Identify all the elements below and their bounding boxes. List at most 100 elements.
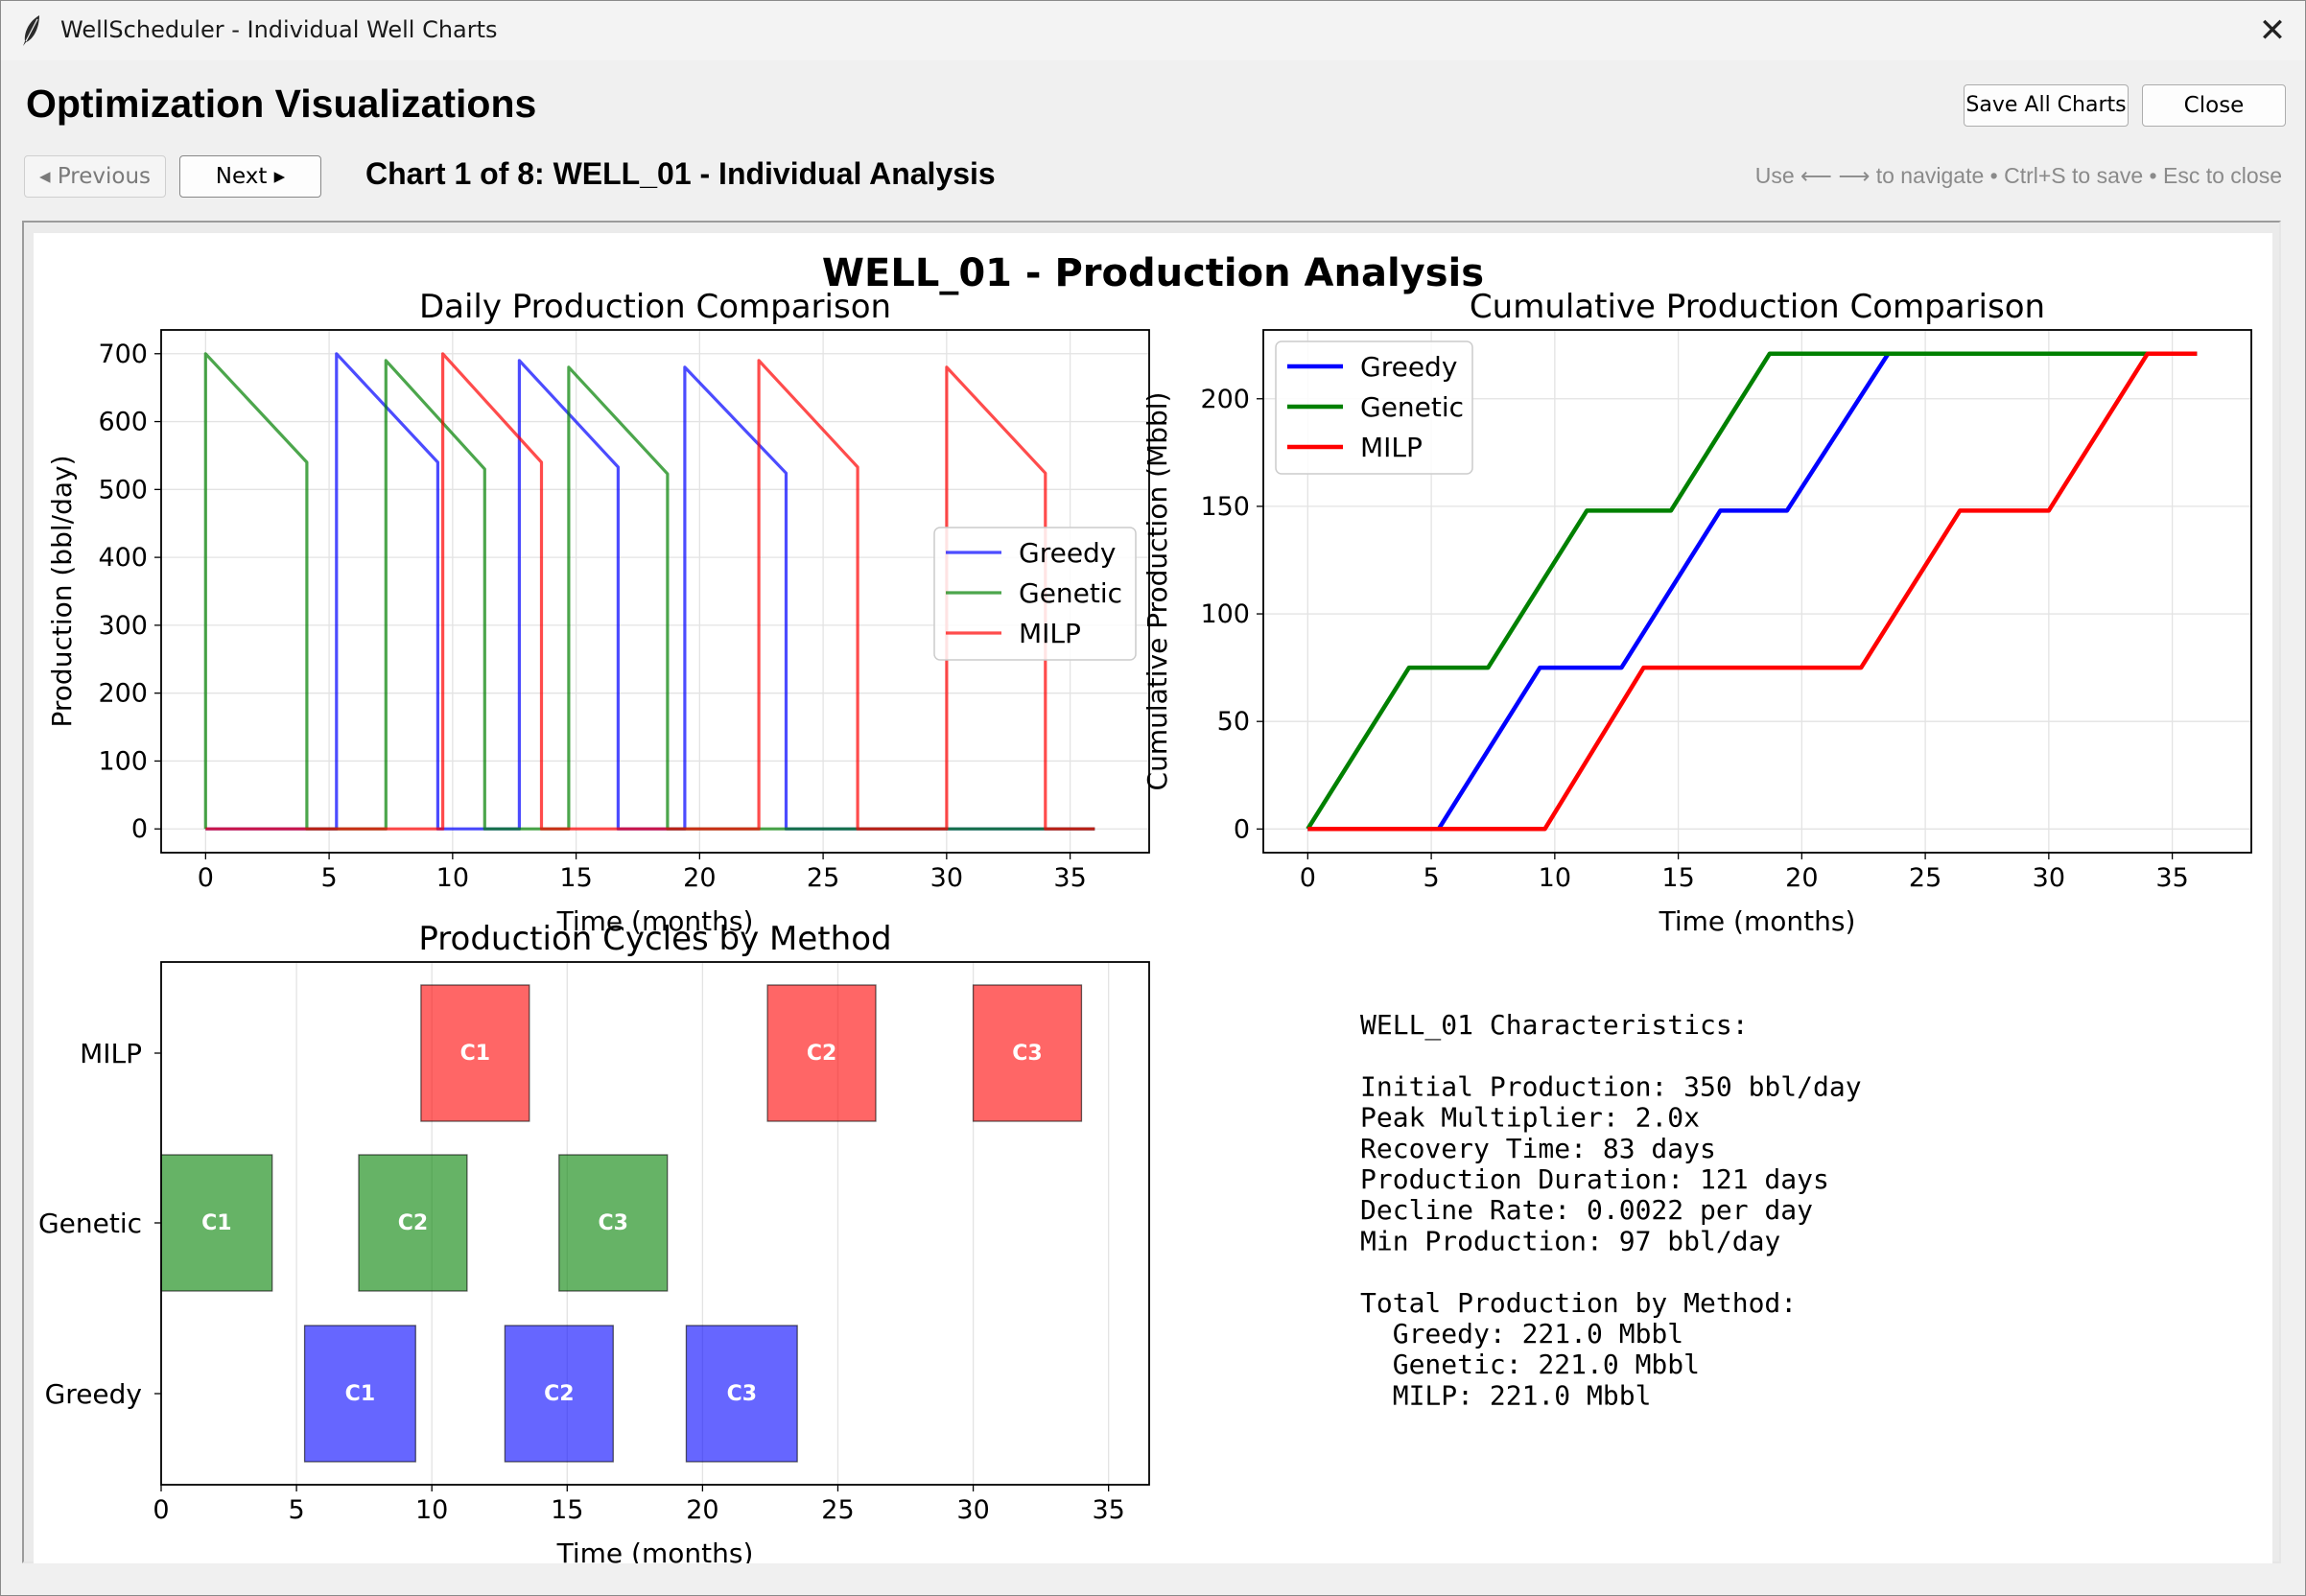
next-button[interactable]: Next ▸ bbox=[179, 155, 321, 198]
previous-button[interactable]: ◂ Previous bbox=[24, 155, 166, 198]
cycle-bar-label: C3 bbox=[599, 1211, 628, 1235]
y-tick-label: 300 bbox=[98, 611, 148, 641]
y-tick-label: 200 bbox=[1200, 385, 1250, 414]
cycle-bar-genetic bbox=[558, 1154, 669, 1292]
well-characteristics-text: WELL_01 Characteristics: Initial Producti… bbox=[1360, 1009, 1862, 1411]
x-tick-label: 10 bbox=[1539, 863, 1571, 893]
info-line: WELL_01 Characteristics: bbox=[1360, 1009, 1749, 1042]
figure-suptitle: WELL_01 - Production Analysis bbox=[822, 251, 1484, 295]
info-line: Min Production: 97 bbl/day bbox=[1360, 1225, 1780, 1256]
y-tick-label: 50 bbox=[1217, 707, 1250, 737]
cycle-bar-greedy bbox=[504, 1325, 614, 1463]
window-close-icon[interactable]: ✕ bbox=[2258, 12, 2287, 50]
cycle-bar-label: C3 bbox=[1012, 1042, 1042, 1066]
cycle-bar-label: C1 bbox=[201, 1211, 231, 1235]
x-tick-label: 5 bbox=[289, 1495, 305, 1525]
y-axis-label: Cumulative Production (Mbbl) bbox=[1141, 392, 1173, 791]
x-tick-label: 25 bbox=[807, 863, 839, 893]
close-button[interactable]: Close bbox=[2142, 84, 2286, 127]
cycle-bar-label: C2 bbox=[398, 1211, 428, 1235]
y-tick-label: 100 bbox=[98, 746, 148, 776]
cycle-bar-milp bbox=[766, 984, 877, 1122]
y-tick-label: MILP bbox=[80, 1038, 142, 1069]
keyboard-hint: Use ⟵ ⟶ to navigate • Ctrl+S to save • E… bbox=[1754, 163, 2282, 188]
legend-label-genetic: Genetic bbox=[1360, 391, 1464, 423]
legend-label-milp: MILP bbox=[1360, 432, 1423, 463]
x-tick-label: 5 bbox=[1424, 863, 1440, 893]
production-cycles-chart: 0 5 10 15 20 25 30 35 Production Cycles by Metho… bbox=[38, 920, 1150, 1563]
legend-label-greedy: Greedy bbox=[1360, 351, 1457, 383]
info-line: Total Production by Method: bbox=[1360, 1287, 1797, 1319]
info-line: Greedy: 221.0 Mbbl bbox=[1360, 1318, 1683, 1350]
cumulative-production-chart: 0 5 10 15 20 25 30 35 0 50 100 150 200 Cumulative Pro… bbox=[1141, 288, 2252, 937]
x-tick-label: 0 bbox=[153, 1495, 169, 1525]
title-bar[interactable]: WellScheduler - Individual Well Charts ✕ bbox=[1, 1, 2305, 60]
legend-box bbox=[1275, 340, 1473, 475]
y-axis-label: Production (bbl/day) bbox=[46, 456, 78, 728]
axes-frame bbox=[160, 329, 1150, 854]
feather-icon bbox=[23, 15, 39, 46]
x-tick-label: 10 bbox=[415, 1495, 448, 1525]
info-line: Peak Multiplier: 2.0x bbox=[1360, 1102, 1700, 1134]
cycle-bar-milp bbox=[972, 984, 1083, 1122]
chart-title: Daily Production Comparison bbox=[419, 288, 891, 326]
series-line-greedy bbox=[1307, 351, 2198, 832]
window-title: WellScheduler - Individual Well Charts bbox=[60, 16, 498, 43]
info-line: Production Duration: 121 days bbox=[1360, 1163, 1829, 1195]
x-tick-label: 20 bbox=[683, 863, 716, 893]
info-line: Initial Production: 350 bbl/day bbox=[1360, 1070, 1862, 1102]
info-line: Genetic: 221.0 Mbbl bbox=[1360, 1349, 1700, 1380]
cycle-bar-label: C2 bbox=[544, 1382, 574, 1406]
chart-title: Production Cycles by Method bbox=[418, 920, 891, 958]
y-tick-label: 200 bbox=[98, 679, 148, 709]
cycle-bar-greedy bbox=[303, 1325, 416, 1463]
axes-frame bbox=[160, 961, 1150, 1486]
y-tick-label: 0 bbox=[131, 814, 148, 844]
x-tick-label: 35 bbox=[2155, 863, 2188, 893]
chart-title: Cumulative Production Comparison bbox=[1470, 288, 2045, 326]
x-tick-label: 35 bbox=[1092, 1495, 1124, 1525]
y-tick-label: 400 bbox=[98, 543, 148, 573]
x-tick-label: 10 bbox=[436, 863, 469, 893]
cycle-bar-genetic bbox=[160, 1154, 273, 1292]
x-tick-label: 20 bbox=[1785, 863, 1818, 893]
cycle-bar-genetic bbox=[358, 1154, 468, 1292]
info-line: Recovery Time: 83 days bbox=[1360, 1133, 1716, 1164]
x-axis-label: Time (months) bbox=[556, 905, 754, 937]
page-heading: Optimization Visualizations bbox=[26, 82, 537, 126]
save-all-charts-button[interactable]: Save All Charts bbox=[1964, 84, 2129, 127]
x-tick-label: 30 bbox=[956, 1495, 989, 1525]
series-line-milp bbox=[205, 352, 1095, 831]
figure-canvas: WELL_01 - Production Analysis 0 5 10 15 20 25… bbox=[34, 233, 2272, 1563]
chart-counter-title: Chart 1 of 8: WELL_01 - Individual Analy… bbox=[365, 156, 996, 191]
legend-label-milp: MILP bbox=[1019, 618, 1081, 649]
axes-frame bbox=[1262, 329, 2252, 854]
x-tick-label: 25 bbox=[1909, 863, 1941, 893]
x-tick-label: 25 bbox=[821, 1495, 854, 1525]
series-line-genetic bbox=[203, 352, 1095, 831]
cycle-bar-label: C2 bbox=[807, 1042, 836, 1066]
y-tick-label: 500 bbox=[98, 475, 148, 505]
y-tick-label: 150 bbox=[1200, 492, 1250, 522]
x-tick-label: 15 bbox=[1661, 863, 1694, 893]
y-tick-label: 0 bbox=[1234, 814, 1250, 844]
info-line: MILP: 221.0 Mbbl bbox=[1360, 1379, 1651, 1411]
x-tick-label: 20 bbox=[686, 1495, 718, 1525]
cycle-bar-label: C3 bbox=[727, 1382, 757, 1406]
y-tick-label: 100 bbox=[1200, 599, 1250, 629]
x-tick-label: 0 bbox=[1300, 863, 1316, 893]
legend-box bbox=[933, 527, 1137, 661]
x-tick-label: 15 bbox=[559, 863, 592, 893]
legend-label-greedy: Greedy bbox=[1019, 537, 1116, 569]
x-tick-label: 30 bbox=[2033, 863, 2065, 893]
cycle-bar-greedy bbox=[685, 1325, 798, 1463]
x-tick-label: 0 bbox=[198, 863, 214, 893]
y-tick-label: Greedy bbox=[45, 1378, 142, 1410]
x-axis-label: Time (months) bbox=[1659, 905, 1856, 937]
series-line-milp bbox=[1307, 351, 2198, 832]
x-axis-label: Time (months) bbox=[556, 1537, 754, 1563]
daily-production-chart: 0 5 10 15 20 25 30 35 0 100 200 300 400 500 600 700 Dail… bbox=[46, 288, 1150, 937]
cycle-bar-label: C1 bbox=[460, 1042, 490, 1066]
info-line: Decline Rate: 0.0022 per day bbox=[1360, 1194, 1813, 1226]
series-line-genetic bbox=[1306, 351, 2198, 831]
